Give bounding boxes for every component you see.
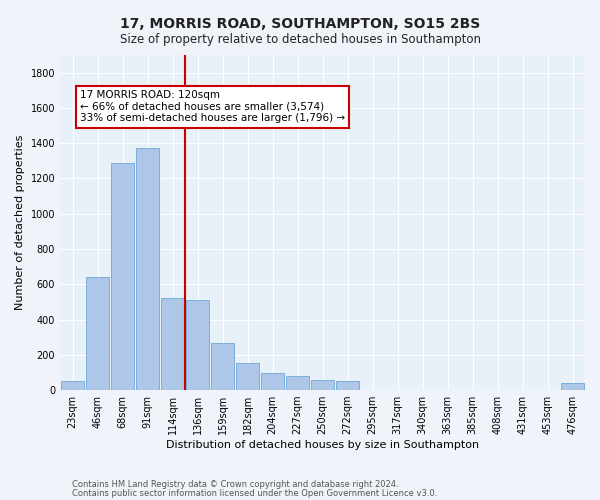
Text: Size of property relative to detached houses in Southampton: Size of property relative to detached ho… [119,32,481,46]
Bar [311,380,334,390]
Text: 17 MORRIS ROAD: 120sqm
← 66% of detached houses are smaller (3,574)
33% of semi-: 17 MORRIS ROAD: 120sqm ← 66% of detached… [80,90,345,124]
Text: Contains HM Land Registry data © Crown copyright and database right 2024.: Contains HM Land Registry data © Crown c… [72,480,398,489]
Bar [161,298,184,390]
Bar [211,344,235,390]
Y-axis label: Number of detached properties: Number of detached properties [15,135,25,310]
Bar [61,382,85,390]
Bar [110,162,134,390]
Bar [86,277,109,390]
Bar [185,300,209,390]
Bar [335,382,359,390]
Bar [260,374,284,390]
Bar [236,362,259,390]
Bar [560,383,584,390]
Text: Contains public sector information licensed under the Open Government Licence v3: Contains public sector information licen… [72,488,437,498]
Text: 17, MORRIS ROAD, SOUTHAMPTON, SO15 2BS: 17, MORRIS ROAD, SOUTHAMPTON, SO15 2BS [120,18,480,32]
Bar [136,148,160,390]
X-axis label: Distribution of detached houses by size in Southampton: Distribution of detached houses by size … [166,440,479,450]
Bar [286,376,310,390]
